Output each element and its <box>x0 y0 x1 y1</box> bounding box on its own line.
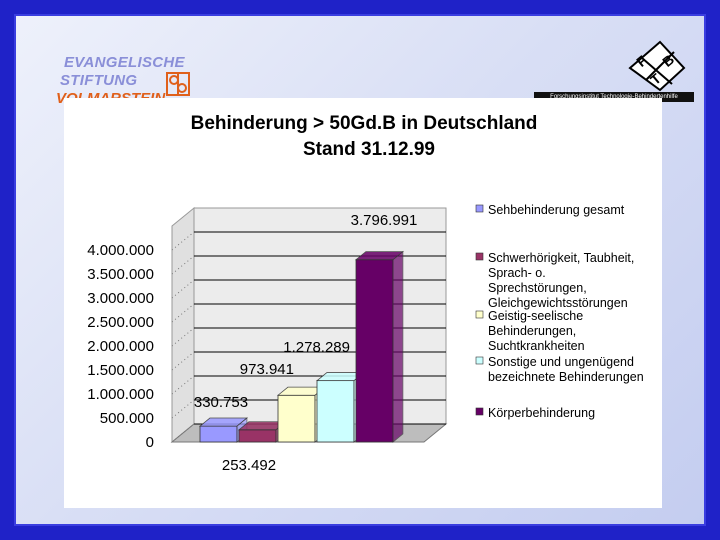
y-tick-label: 3.500.000 <box>87 266 154 283</box>
y-tick-label: 2.000.000 <box>87 338 154 355</box>
data-label: 253.492 <box>222 457 276 474</box>
legend-swatch <box>475 407 484 416</box>
gridline-side <box>171 375 195 395</box>
legend-swatch <box>475 252 484 261</box>
bar-front <box>238 429 277 443</box>
legend-entry-line: Sehbehinderung gesamt <box>488 203 625 217</box>
gridline-side <box>171 231 195 251</box>
legend-entry-line: Gleichgewichtsstörungen <box>488 296 628 310</box>
bar-front <box>355 259 394 443</box>
data-label: 1.278.289 <box>283 339 350 356</box>
gridline-side <box>171 351 195 371</box>
gridline-side <box>171 279 195 299</box>
y-tick-label: 4.000.000 <box>87 242 154 259</box>
legend-entry: Körperbehinderung <box>488 406 595 420</box>
legend-entry-line: Behinderungen, <box>488 324 576 338</box>
data-label: 3.796.991 <box>351 212 418 229</box>
legend-entry-line: Suchtkrankheiten <box>488 339 585 353</box>
chart-area: Behinderung > 50Gd.B in Deutschland Stand… <box>64 98 662 508</box>
bar-front <box>199 425 238 443</box>
bar-side <box>392 250 404 443</box>
legend-entry-line: Sprach- o. <box>488 266 546 280</box>
logo-line-2: STIFTUNG <box>60 72 138 89</box>
legend-entry-line: Sonstige und ungenügend <box>488 355 634 369</box>
gridline-side <box>171 423 195 443</box>
legend-entry: Schwerhörigkeit, Taubheit, Sprach- o. Spre… <box>488 251 634 310</box>
y-tick-label: 2.500.000 <box>87 314 154 331</box>
legend-entry: Sehbehinderung gesamt <box>488 203 625 217</box>
legend-swatch <box>475 356 484 365</box>
y-tick-label: 3.000.000 <box>87 290 154 307</box>
legend-entry-line: bezeichnete Behinderungen <box>488 370 644 384</box>
legend-entry-line: Sprechstörungen, <box>488 281 587 295</box>
legend-entry: Geistig-seelische Behinderungen, Suchtkran… <box>488 309 585 353</box>
bar-front <box>316 380 355 443</box>
gridline-side <box>171 327 195 347</box>
logo-line-1: EVANGELISCHE <box>64 54 185 71</box>
y-tick-label: 0 <box>146 434 154 451</box>
gridline-side <box>171 255 195 275</box>
legend-entry: Sonstige und ungenügend bezeichnete Behin… <box>488 355 644 384</box>
legend-swatch <box>475 310 484 319</box>
y-tick-label: 1.000.000 <box>87 386 154 403</box>
legend-entry-line: Körperbehinderung <box>488 406 595 420</box>
gridline-side <box>171 303 195 323</box>
logo-cross-icon <box>166 72 190 96</box>
chart-title: Behinderung > 50Gd.B in Deutschland <box>191 113 538 134</box>
data-label: 330.753 <box>194 394 248 411</box>
chart-subtitle: Stand 31.12.99 <box>303 139 435 160</box>
gridline-side <box>171 399 195 419</box>
legend-swatch <box>475 204 484 213</box>
chart-side-wall <box>171 206 195 444</box>
chart-svg: Behinderung > 50Gd.B in Deutschland Stand… <box>87 113 644 474</box>
ftb-caption: Forschungsinstitut Technologie-Behindert… <box>534 92 694 102</box>
logo-ftb: F T B Forschungsinstitut Technologie-Beh… <box>534 40 704 106</box>
ftb-logo-icon: F T B <box>628 40 686 92</box>
legend-entry-line: Geistig-seelische <box>488 309 583 323</box>
y-tick-label: 500.000 <box>100 410 154 427</box>
y-tick-label: 1.500.000 <box>87 362 154 379</box>
bar-front <box>277 394 316 443</box>
data-label: 973.941 <box>240 361 294 378</box>
legend-entry-line: Schwerhörigkeit, Taubheit, <box>488 251 634 265</box>
